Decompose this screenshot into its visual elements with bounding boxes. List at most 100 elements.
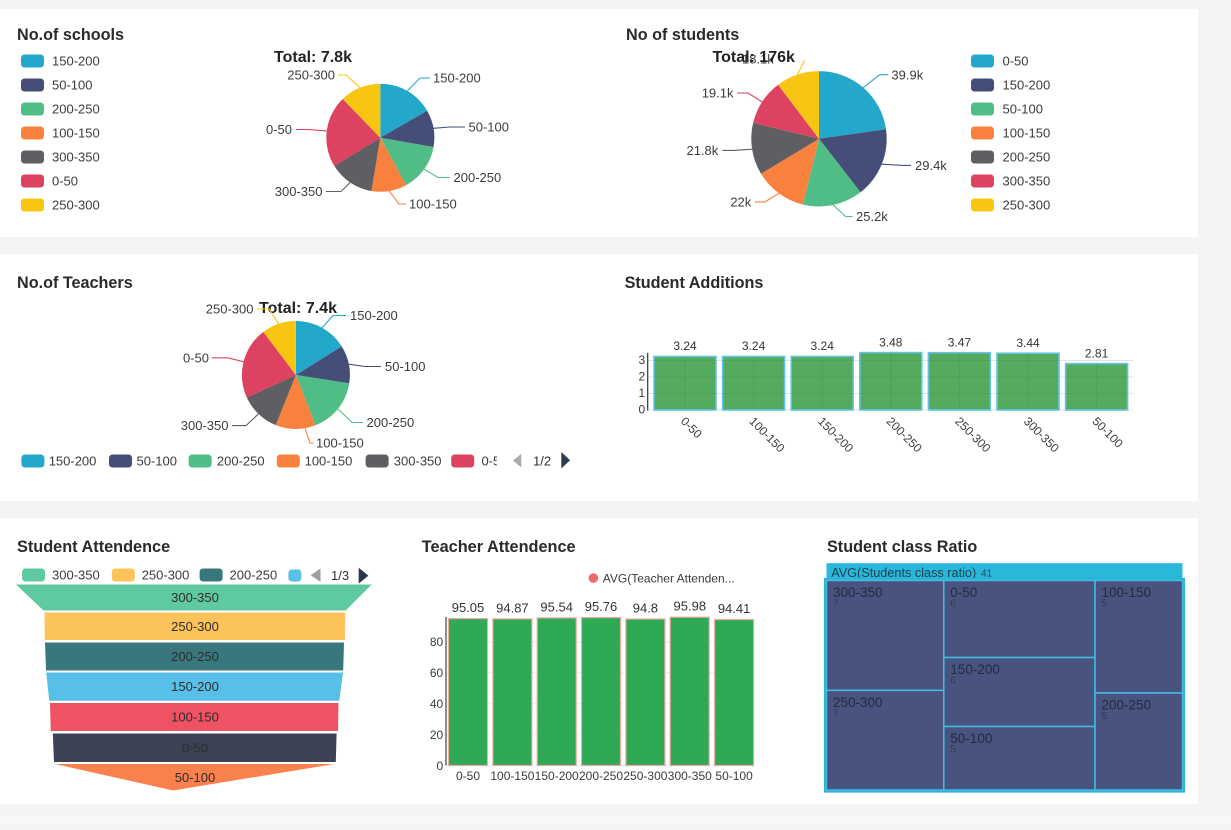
svg-text:21.8k: 21.8k [686, 143, 718, 158]
svg-text:0: 0 [437, 759, 444, 773]
svg-text:50-100: 50-100 [469, 120, 509, 135]
svg-text:Student Additions: Student Additions [625, 274, 764, 292]
svg-text:3: 3 [639, 353, 646, 367]
svg-text:Total: 7.8k: Total: 7.8k [274, 49, 352, 66]
svg-text:29.4k: 29.4k [915, 158, 947, 173]
svg-text:300-350: 300-350 [668, 769, 712, 783]
svg-text:300-350: 300-350 [52, 568, 100, 583]
svg-text:250-300: 250-300 [833, 695, 883, 710]
svg-text:300-350: 300-350 [275, 184, 323, 199]
svg-text:95.05: 95.05 [452, 600, 485, 615]
svg-text:AVG(Teacher Attenden...: AVG(Teacher Attenden... [603, 572, 735, 586]
svg-text:19.1k: 19.1k [702, 86, 734, 101]
svg-text:150-200: 150-200 [535, 769, 579, 783]
svg-text:150-200: 150-200 [52, 54, 100, 69]
svg-text:200-250: 200-250 [230, 568, 278, 583]
svg-text:7: 7 [833, 708, 839, 719]
svg-text:50-100: 50-100 [52, 78, 92, 93]
svg-text:50-100: 50-100 [385, 359, 425, 374]
svg-text:95.54: 95.54 [540, 599, 573, 614]
svg-text:3.47: 3.47 [948, 335, 972, 349]
svg-text:250-300: 250-300 [1003, 198, 1051, 213]
svg-text:250-300: 250-300 [171, 619, 219, 634]
svg-text:300-350: 300-350 [171, 590, 219, 605]
svg-text:0-50: 0-50 [1003, 54, 1029, 69]
svg-text:100-150: 100-150 [316, 436, 364, 451]
svg-text:5: 5 [950, 745, 956, 756]
svg-text:50-100: 50-100 [175, 770, 215, 785]
svg-text:200-250: 200-250 [52, 102, 100, 117]
svg-text:250-300: 250-300 [52, 198, 100, 213]
svg-text:300-350: 300-350 [394, 454, 442, 469]
svg-text:3.24: 3.24 [811, 339, 835, 353]
svg-text:200-250: 200-250 [1102, 698, 1152, 713]
svg-text:7: 7 [833, 599, 839, 610]
svg-text:250-300: 250-300 [142, 568, 190, 583]
svg-text:150-200: 150-200 [350, 308, 398, 323]
svg-text:95.98: 95.98 [674, 599, 707, 614]
svg-text:2.81: 2.81 [1085, 346, 1109, 360]
svg-text:0-50: 0-50 [266, 122, 292, 137]
svg-text:50-100: 50-100 [1003, 102, 1043, 117]
svg-text:1/3: 1/3 [331, 568, 349, 583]
svg-text:Student class Ratio: Student class Ratio [827, 538, 977, 556]
svg-text:50-100: 50-100 [137, 454, 177, 469]
svg-text:150-200: 150-200 [49, 454, 97, 469]
svg-text:18.1k: 18.1k [742, 52, 774, 67]
svg-text:0: 0 [639, 403, 646, 417]
svg-text:1: 1 [639, 386, 646, 400]
svg-text:200-250: 200-250 [1003, 150, 1051, 165]
svg-text:6: 6 [950, 599, 956, 610]
svg-text:3.48: 3.48 [879, 335, 903, 349]
svg-text:2: 2 [639, 370, 646, 384]
svg-text:94.41: 94.41 [718, 601, 751, 616]
svg-text:200-250: 200-250 [367, 415, 415, 430]
svg-text:150-200: 150-200 [1003, 78, 1051, 93]
svg-text:Total: 7.4k: Total: 7.4k [259, 300, 337, 317]
svg-text:3.24: 3.24 [742, 339, 766, 353]
svg-text:No.of Teachers: No.of Teachers [17, 274, 133, 292]
svg-text:6: 6 [950, 676, 956, 687]
svg-text:100-150: 100-150 [305, 454, 353, 469]
svg-text:0-50: 0-50 [950, 585, 977, 600]
svg-text:250-300: 250-300 [287, 68, 335, 83]
svg-text:250-300: 250-300 [623, 769, 667, 783]
svg-text:0-50: 0-50 [52, 174, 78, 189]
svg-text:150-200: 150-200 [950, 662, 1000, 677]
svg-text:25.2k: 25.2k [856, 209, 888, 224]
svg-text:39.9k: 39.9k [891, 68, 923, 83]
svg-text:300-350: 300-350 [1003, 174, 1051, 189]
svg-text:3.24: 3.24 [673, 339, 697, 353]
svg-text:150-200: 150-200 [433, 71, 481, 86]
svg-text:3.44: 3.44 [1016, 336, 1040, 350]
svg-text:200-250: 200-250 [579, 769, 623, 783]
svg-text:250-300: 250-300 [206, 302, 254, 317]
svg-text:300-350: 300-350 [52, 150, 100, 165]
svg-text:94.87: 94.87 [496, 600, 529, 615]
svg-text:100-150: 100-150 [52, 126, 100, 141]
svg-text:5: 5 [1102, 599, 1108, 610]
svg-text:Student Attendence: Student Attendence [17, 538, 170, 556]
svg-text:80: 80 [430, 635, 444, 649]
svg-text:0-50: 0-50 [456, 769, 480, 783]
svg-text:100-150: 100-150 [409, 197, 457, 212]
svg-text:200-250: 200-250 [171, 649, 219, 664]
svg-text:1/2: 1/2 [533, 454, 551, 469]
svg-text:300-350: 300-350 [833, 585, 883, 600]
svg-text:95.76: 95.76 [585, 599, 618, 614]
svg-text:22k: 22k [730, 195, 751, 210]
svg-text:100-150: 100-150 [1102, 585, 1152, 600]
svg-text:60: 60 [430, 666, 444, 680]
svg-text:200-250: 200-250 [217, 454, 265, 469]
svg-text:40: 40 [430, 697, 444, 711]
svg-text:5: 5 [1102, 711, 1108, 722]
svg-text:200-250: 200-250 [454, 170, 502, 185]
svg-text:41: 41 [981, 569, 993, 580]
svg-text:No of students: No of students [626, 26, 739, 44]
svg-text:100-150: 100-150 [1003, 126, 1051, 141]
svg-text:100-150: 100-150 [171, 710, 219, 725]
svg-text:20: 20 [430, 728, 444, 742]
svg-text:100-150: 100-150 [490, 769, 534, 783]
svg-text:50-100: 50-100 [715, 769, 753, 783]
svg-text:150-200: 150-200 [171, 679, 219, 694]
